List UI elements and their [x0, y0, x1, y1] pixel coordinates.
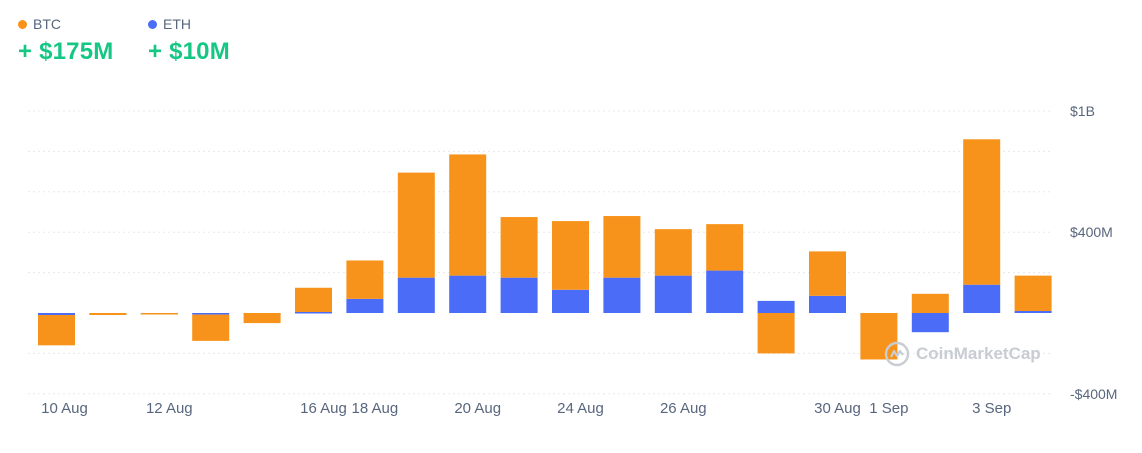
legend-btc-label: BTC [33, 16, 61, 32]
x-tick-label: 24 Aug [557, 400, 604, 417]
bar-eth[interactable] [500, 277, 538, 313]
bar-eth[interactable] [295, 311, 332, 314]
bar-btc[interactable] [295, 287, 332, 312]
bar-btc[interactable] [1014, 275, 1052, 311]
bar-btc[interactable] [449, 154, 487, 276]
bar-btc[interactable] [809, 251, 846, 296]
bar-eth[interactable] [38, 313, 75, 316]
x-tick-label: 20 Aug [454, 400, 501, 417]
bar-eth[interactable] [654, 275, 692, 313]
legend-eth-label: ETH [163, 16, 191, 32]
bar-btc[interactable] [192, 314, 230, 341]
x-tick-label: 12 Aug [146, 400, 193, 417]
bar-eth[interactable] [397, 277, 435, 313]
legend-btc[interactable]: BTC + $175M [18, 16, 113, 66]
y-tick-label: -$400M [1070, 386, 1117, 402]
x-tick-label: 1 Sep [869, 400, 908, 417]
bar-btc[interactable] [603, 216, 641, 278]
eth-dot-icon [148, 19, 157, 29]
bar-btc[interactable] [911, 293, 949, 313]
bar-btc[interactable] [346, 260, 384, 299]
bar-btc[interactable] [38, 315, 75, 346]
bar-btc[interactable] [140, 313, 178, 315]
bar-eth[interactable] [346, 298, 384, 313]
coinmarketcap-logo-icon [884, 341, 910, 367]
legend-btc-value: + $175M [18, 38, 114, 65]
x-tick-label: 26 Aug [660, 400, 707, 417]
bar-eth[interactable] [706, 270, 744, 313]
bar-eth[interactable] [911, 313, 949, 333]
x-tick-label: 30 Aug [814, 400, 861, 417]
x-tick-label: 10 Aug [41, 400, 88, 417]
y-tick-label: $1B [1070, 103, 1095, 119]
btc-dot-icon [18, 19, 27, 29]
bar-eth[interactable] [603, 277, 641, 313]
bar-eth[interactable] [757, 300, 795, 313]
bar-eth[interactable] [809, 295, 846, 313]
bar-eth[interactable] [1014, 310, 1052, 313]
x-tick-label: 18 Aug [352, 400, 399, 417]
bar-btc[interactable] [89, 313, 127, 316]
bar-eth[interactable] [963, 284, 1001, 313]
bar-btc[interactable] [706, 224, 744, 271]
bar-eth[interactable] [552, 289, 589, 313]
x-tick-label: 3 Sep [972, 400, 1011, 417]
bar-btc[interactable] [397, 172, 435, 278]
legend-eth[interactable]: ETH + $10M [148, 16, 230, 66]
legend-eth-value: + $10M [148, 38, 230, 65]
watermark-text: CoinMarketCap [916, 344, 1041, 363]
bar-eth[interactable] [449, 275, 487, 313]
x-tick-label: 16 Aug [300, 400, 347, 417]
bar-btc[interactable] [757, 313, 795, 354]
bar-eth[interactable] [192, 313, 230, 315]
bar-btc[interactable] [552, 221, 589, 290]
bar-btc[interactable] [500, 217, 538, 278]
y-tick-label: $400M [1070, 224, 1113, 240]
bar-btc[interactable] [654, 229, 692, 276]
bar-btc[interactable] [963, 139, 1001, 285]
bar-btc[interactable] [243, 313, 281, 324]
bar-btc[interactable] [860, 313, 898, 360]
watermark: CoinMarketCap [884, 341, 1041, 367]
